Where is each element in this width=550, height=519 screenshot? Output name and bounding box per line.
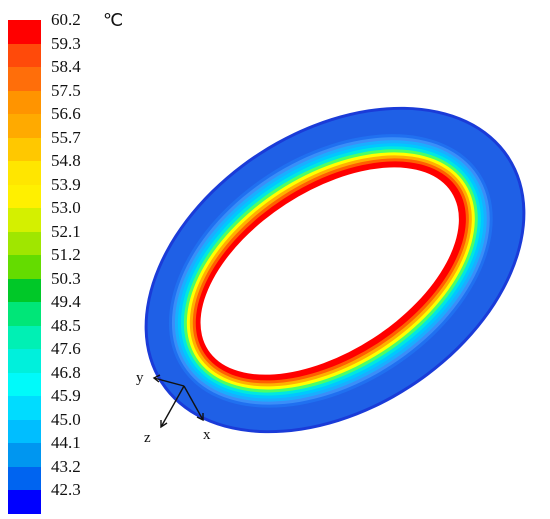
legend-value-label: 58.4 [51, 57, 81, 76]
legend-swatch [8, 20, 41, 44]
legend-value-label: 43.2 [51, 456, 81, 476]
legend-swatch [8, 419, 41, 443]
x-axis-arrow [183, 385, 204, 421]
legend-value-label: 52.1 [51, 221, 81, 241]
legend-value-label: 46.8 [51, 362, 81, 382]
legend-swatch [8, 255, 41, 279]
legend-value-label: 60.2 [51, 10, 81, 29]
legend-swatch [8, 114, 41, 138]
legend-swatch [8, 372, 41, 396]
legend-unit: ℃ [103, 10, 124, 30]
annular-ring [144, 106, 526, 434]
legend-swatch [8, 67, 41, 91]
y-axis-label: y [136, 370, 144, 386]
legend-value-label: 53.9 [51, 174, 81, 194]
legend-value-label: 45.0 [51, 409, 81, 429]
legend-swatch [8, 490, 41, 514]
legend-value-label: 48.5 [51, 315, 81, 335]
legend-value-label: 50.3 [51, 268, 81, 288]
legend-value-label: 45.9 [51, 386, 81, 405]
legend-swatch [8, 43, 41, 67]
legend-value-label: 44.1 [51, 433, 81, 452]
y-axis-arrow [153, 377, 185, 387]
legend-value-label: 47.6 [51, 339, 81, 358]
legend-value-label: 59.3 [51, 33, 81, 53]
legend-value-label: 51.2 [51, 245, 81, 264]
legend-value-label: 56.6 [51, 104, 81, 123]
legend-swatch [8, 184, 41, 208]
legend-swatch [8, 137, 41, 161]
legend-swatch [8, 396, 41, 420]
legend-swatch [8, 302, 41, 326]
legend-swatch [8, 90, 41, 114]
ring-inner-hole [200, 167, 459, 375]
legend-value-label: 42.3 [51, 480, 81, 499]
legend-value-label: 53.0 [51, 198, 81, 217]
legend-swatch [8, 278, 41, 302]
z-axis-arrow [160, 385, 185, 428]
coordinate-triad [152, 374, 204, 429]
legend-swatch [8, 231, 41, 255]
legend-value-label: 55.7 [51, 127, 81, 147]
x-axis-label: x [203, 427, 211, 443]
legend-swatch [8, 349, 41, 373]
legend-value-label: 54.8 [51, 151, 81, 170]
legend-swatch [8, 466, 41, 490]
legend-swatch [8, 161, 41, 185]
z-axis-label: z [144, 430, 151, 446]
legend-value-label: 57.5 [51, 80, 81, 100]
legend-swatch [8, 325, 41, 349]
legend-swatch [8, 443, 41, 467]
legend-value-label: 49.4 [51, 292, 81, 311]
legend-swatch [8, 208, 41, 232]
